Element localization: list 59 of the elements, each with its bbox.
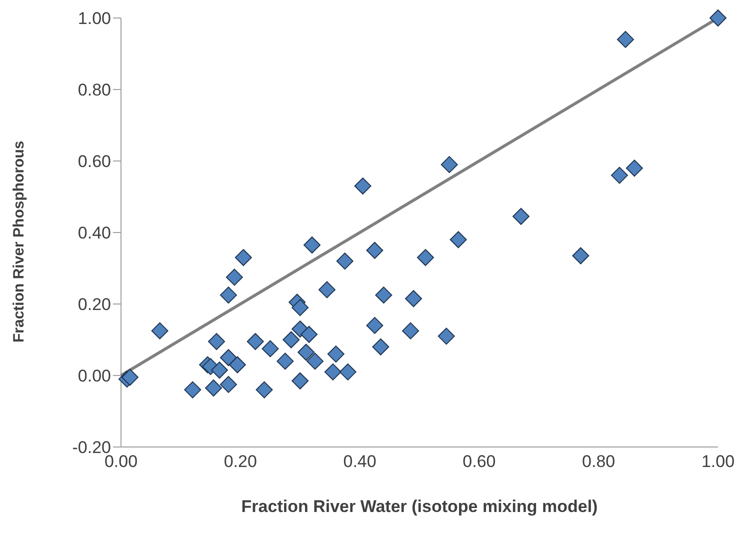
y-tick-label: 1.00	[78, 9, 111, 28]
point	[450, 231, 467, 248]
point	[318, 281, 336, 298]
x-tick-label: 0.20	[224, 452, 257, 472]
x-tick-label: 0.80	[582, 452, 616, 472]
point	[440, 156, 458, 174]
point	[616, 30, 634, 48]
point	[228, 356, 246, 374]
point	[372, 338, 390, 356]
point	[184, 381, 202, 398]
point	[282, 331, 300, 348]
x-tick-label: 1.00	[701, 452, 735, 472]
point	[375, 286, 392, 304]
x-tick-label: 0.40	[343, 452, 376, 472]
point	[208, 333, 226, 350]
point	[121, 368, 138, 386]
point	[256, 381, 273, 398]
point	[405, 290, 422, 308]
y-tick-label: 0.00	[78, 366, 111, 386]
point	[151, 322, 168, 340]
point	[402, 322, 420, 340]
point	[306, 352, 324, 370]
y-axis-title: Fraction River Phosphorous	[10, 140, 28, 342]
point	[276, 352, 294, 370]
point	[298, 344, 315, 361]
point	[226, 268, 243, 286]
point	[626, 160, 643, 177]
point	[354, 178, 372, 195]
y-tick-label: 0.60	[78, 152, 111, 172]
x-tick-label: 0.60	[462, 452, 496, 472]
point	[304, 236, 321, 254]
point	[220, 286, 237, 304]
point	[220, 349, 237, 366]
point	[438, 328, 455, 345]
point	[336, 252, 354, 270]
point	[327, 346, 344, 363]
point	[366, 242, 384, 259]
point	[710, 10, 726, 26]
x-axis-title: Fraction River Water (isotope mixing model)	[241, 497, 598, 516]
point	[300, 326, 318, 343]
y-tick-label: 0.80	[78, 80, 111, 100]
y-tick-label: 0.20	[78, 295, 111, 314]
point	[234, 249, 252, 266]
point	[324, 363, 342, 380]
point	[572, 247, 590, 264]
point	[292, 372, 309, 390]
point	[262, 340, 279, 358]
point	[205, 380, 222, 397]
y-tick-label: 0.40	[78, 224, 111, 243]
point	[366, 316, 384, 334]
point	[292, 299, 309, 316]
point	[246, 333, 264, 350]
point	[610, 166, 628, 184]
point	[512, 208, 530, 225]
x-tick-label: 0.00	[104, 452, 138, 472]
point	[416, 249, 434, 266]
point	[220, 376, 237, 393]
point	[339, 363, 356, 380]
point	[211, 362, 228, 379]
